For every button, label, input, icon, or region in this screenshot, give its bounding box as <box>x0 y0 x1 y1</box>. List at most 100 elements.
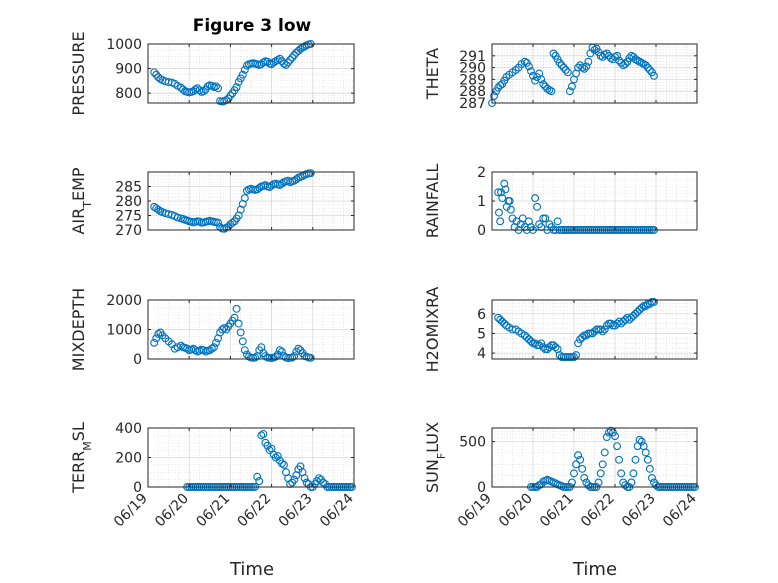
y-tick-label: 280 <box>115 194 142 210</box>
data-point <box>567 353 576 361</box>
data-point <box>557 61 566 70</box>
data-point <box>553 217 562 226</box>
data-point <box>177 341 185 350</box>
data-point <box>490 91 498 100</box>
axes-frame <box>491 43 698 104</box>
y-tick-label: 900 <box>115 62 142 78</box>
data-point <box>608 321 617 330</box>
data-point <box>649 298 658 306</box>
data-point <box>150 68 159 77</box>
data-point <box>302 478 311 487</box>
data-point <box>641 301 650 310</box>
data-point <box>238 70 247 79</box>
data-point <box>501 185 510 194</box>
data-point <box>232 304 241 313</box>
y-tick-label: 290 <box>459 61 486 77</box>
data-point <box>156 74 165 83</box>
data-point <box>547 341 556 350</box>
data-point <box>494 188 503 197</box>
y-tick-label: 2000 <box>106 293 142 309</box>
y-tick-label: 1 <box>477 194 486 210</box>
data-point <box>236 328 245 337</box>
y-tick-label: 291 <box>459 49 486 65</box>
data-point <box>526 337 535 346</box>
data-point <box>539 343 548 352</box>
data-point <box>537 75 546 84</box>
data-point <box>604 428 613 437</box>
data-point <box>290 475 299 484</box>
data-point <box>594 478 603 487</box>
y-tick-label: 400 <box>115 421 142 437</box>
y-tick-label: 1000 <box>106 323 142 339</box>
data-point <box>643 63 652 72</box>
y-tick-label: 4 <box>477 346 486 362</box>
data-point <box>629 469 638 478</box>
data-point <box>588 329 597 338</box>
data-point <box>240 65 249 74</box>
data-point <box>637 303 646 312</box>
data-point <box>539 80 548 89</box>
data-point <box>641 448 650 457</box>
data-point <box>495 208 503 217</box>
data-point <box>549 341 558 350</box>
data-point <box>218 325 227 334</box>
data-point <box>617 319 626 328</box>
y-tick-label: 200 <box>115 451 142 467</box>
data-point <box>255 184 264 192</box>
data-point <box>615 455 624 464</box>
data-point <box>179 85 187 94</box>
y-axis-label: PRESSURE <box>69 31 88 115</box>
y-tick-label: 6 <box>477 307 486 323</box>
data-point <box>522 333 531 342</box>
data-point <box>641 61 650 70</box>
y-tick-label: 1000 <box>106 37 142 53</box>
x-axis-label-right: Time <box>572 559 617 580</box>
data-point <box>561 66 570 74</box>
data-point <box>606 426 615 435</box>
data-point <box>524 335 533 344</box>
subplot-1: 800 900 1000 PRESSURE <box>69 31 355 116</box>
data-point <box>600 325 609 334</box>
plot-area <box>148 44 354 103</box>
data-point <box>647 473 656 482</box>
data-point <box>580 64 589 73</box>
data-point <box>633 307 642 316</box>
data-point <box>586 329 595 338</box>
data-point <box>576 335 585 344</box>
data-point <box>207 344 216 353</box>
data-point <box>584 57 593 66</box>
y-axis-label: THETA <box>423 48 442 100</box>
data-point <box>496 217 505 226</box>
data-point <box>545 343 554 352</box>
y-tick-label: 0 <box>477 223 486 239</box>
plot-area <box>492 428 697 487</box>
data-point <box>195 86 204 95</box>
data-point <box>645 299 654 308</box>
data-point <box>645 66 654 74</box>
data-point <box>240 346 249 355</box>
data-point <box>275 346 284 355</box>
y-tick-label: 0 <box>477 480 486 496</box>
data-point <box>625 315 634 324</box>
y-tick-label: 800 <box>115 86 142 102</box>
plot-area <box>492 300 697 359</box>
axes-frame <box>147 43 355 104</box>
data-point <box>647 298 656 306</box>
data-point <box>199 87 208 96</box>
data-point <box>240 194 249 203</box>
axes-frame <box>491 427 698 488</box>
data-point <box>629 311 638 320</box>
subplot-5: 0 1000 2000 MIXDEPTH <box>69 288 355 371</box>
data-point <box>537 339 546 348</box>
data-point <box>627 478 636 487</box>
data-point <box>574 451 583 460</box>
data-point <box>602 433 611 442</box>
data-point <box>265 446 274 455</box>
data-point <box>251 353 260 362</box>
data-point <box>559 63 568 72</box>
data-point <box>570 469 578 478</box>
data-point <box>637 437 646 446</box>
data-point <box>541 345 550 354</box>
figure-title: Figure 3 low <box>193 16 312 36</box>
